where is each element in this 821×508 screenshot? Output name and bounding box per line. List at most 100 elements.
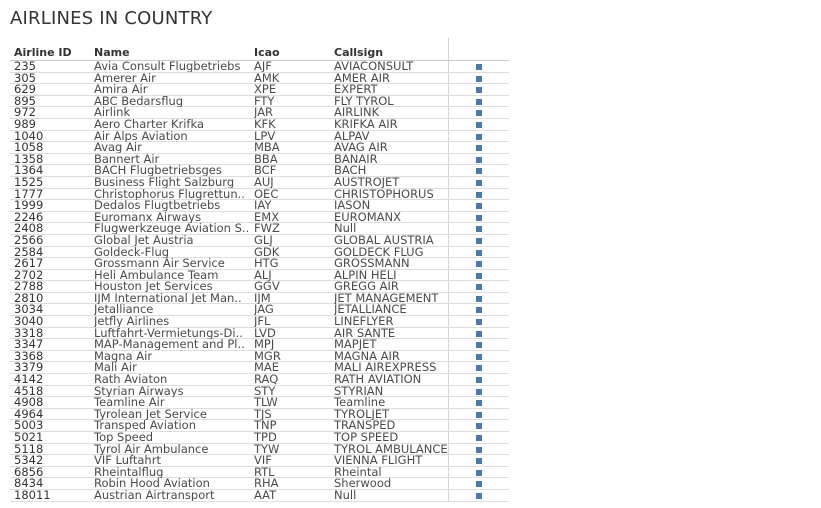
table-row[interactable]: 2702 Heli Ambulance Team ALJ ALPIN HELI <box>10 269 509 282</box>
table-row[interactable]: 3347 MAP-Management and Pl.. MPJ MAPJET <box>10 339 509 351</box>
table-row[interactable]: 1040 Air Alps Aviation LPV ALPAV <box>10 130 509 143</box>
square-mark-icon[interactable] <box>476 156 482 163</box>
square-mark-icon[interactable] <box>476 481 482 488</box>
square-mark-icon[interactable] <box>476 400 482 407</box>
table-row[interactable]: 629 Amira Air XPE EXPERT <box>10 84 509 96</box>
square-mark-icon[interactable] <box>476 492 482 499</box>
table-row[interactable]: 895 ABC Bedarsflug FTY FLY TYROL <box>10 95 509 108</box>
table-row[interactable]: 1358 Bannert Air BBA BANAIR <box>10 153 509 166</box>
table-row[interactable]: 4908 Teamline Air TLW Teamline <box>10 397 509 409</box>
table-row[interactable]: 5118 Tyrol Air Ambulance TYW TYROL AMBULANC… <box>10 443 509 456</box>
square-mark-icon[interactable] <box>476 319 482 326</box>
table-row[interactable]: 8434 Robin Hood Aviation RHA Sherwood <box>10 478 509 490</box>
table-row[interactable]: 305 Amerer Air AMK AMER AIR <box>10 72 509 85</box>
airline-name-cell: Heli Ambulance Team <box>94 269 219 281</box>
table-row[interactable]: 4142 Rath Aviaton RAQ RATH AVIATION <box>10 374 509 386</box>
mark-cell <box>448 304 510 316</box>
square-mark-icon[interactable] <box>476 411 482 418</box>
square-mark-icon[interactable] <box>476 469 482 476</box>
icao-cell: AJF <box>254 61 272 72</box>
square-mark-icon[interactable] <box>476 272 482 279</box>
square-mark-icon[interactable] <box>476 295 482 302</box>
table-row[interactable]: 2788 Houston Jet Services GGV GREGG AIR <box>10 281 509 293</box>
column-header-callsign[interactable]: Callsign <box>334 46 384 59</box>
square-mark-icon[interactable] <box>476 353 482 360</box>
square-mark-icon[interactable] <box>476 330 482 337</box>
square-mark-icon[interactable] <box>476 191 482 198</box>
table-row[interactable]: 1525 Business Flight Salzburg AUJ AUSTROJET <box>10 176 509 189</box>
table-row[interactable]: 3318 Luftfahrt-Vermietungs-Di.. LVD AIR SAN… <box>10 327 509 340</box>
square-mark-icon[interactable] <box>476 388 482 395</box>
table-row[interactable]: 2584 Goldeck-Flug GDK GOLDECK FLUG <box>10 246 509 259</box>
airline-id-cell: 2408 <box>14 223 44 235</box>
column-header-airline-id[interactable]: Airline ID <box>14 46 72 59</box>
table-row[interactable]: 2566 Global Jet Austria GLJ GLOBAL AUSTRIA <box>10 234 509 247</box>
table-row[interactable]: 2810 IJM International Jet Man.. IJM JET MA… <box>10 292 509 305</box>
square-mark-icon[interactable] <box>476 87 482 94</box>
icao-cell: HTG <box>254 258 279 270</box>
table-row[interactable]: 2246 Euromanx Airways EMX EUROMANX <box>10 211 510 224</box>
callsign-cell: Sherwood <box>334 478 392 490</box>
table-row[interactable]: 2617 Grossmann Air Service HTG GROSSMANN <box>10 258 509 270</box>
table-row[interactable]: 972 Airlink JAR AIRLINK <box>10 107 509 119</box>
table-row[interactable]: 5342 VIF Luftahrt VIF VIENNA FLIGHT <box>10 455 509 467</box>
callsign-cell: EXPERT <box>334 84 378 96</box>
square-mark-icon[interactable] <box>476 284 482 291</box>
icao-cell: JFL <box>254 316 271 328</box>
table-row[interactable]: 18011 Austrian Airtransport AAT Null <box>10 489 509 502</box>
table-row[interactable]: 1058 Avag Air MBA AVAG AIR <box>10 142 509 154</box>
airline-id-cell: 3040 <box>14 316 44 328</box>
square-mark-icon[interactable] <box>476 121 482 128</box>
square-mark-icon[interactable] <box>476 179 482 186</box>
square-mark-icon[interactable] <box>476 237 482 244</box>
table-row[interactable]: 1777 Christophorus Flugrettun.. OEC CHRISTO… <box>10 188 509 201</box>
table-row[interactable]: 5003 Transped Aviation TNP TRANSPED <box>10 420 509 432</box>
square-mark-icon[interactable] <box>476 214 482 221</box>
mark-cell <box>448 316 510 327</box>
square-mark-icon[interactable] <box>476 342 482 349</box>
table-row[interactable]: 1364 BACH Flugbetriebsges BCF BACH <box>10 165 509 177</box>
square-mark-icon[interactable] <box>476 458 482 465</box>
table-row[interactable]: 235 Avia Consult Flugbetriebs AJF AVIACONSU… <box>10 61 509 73</box>
square-mark-icon[interactable] <box>476 261 482 268</box>
square-mark-icon[interactable] <box>476 98 482 105</box>
airline-id-cell: 2810 <box>14 292 44 304</box>
column-header-name[interactable]: Name <box>94 46 130 59</box>
table-row[interactable]: 4964 Tyrolean Jet Service TJS TYROLJET <box>10 408 509 421</box>
airline-id-cell: 2246 <box>14 211 44 223</box>
square-mark-icon[interactable] <box>476 145 482 152</box>
table-row[interactable]: 3040 Jetfly Airlines JFL LINEFLYER <box>10 316 509 328</box>
airline-id-cell: 5003 <box>14 420 44 432</box>
table-row[interactable]: 5021 Top Speed TPD TOP SPEED <box>10 432 509 444</box>
column-header-icao[interactable]: Icao <box>254 46 280 59</box>
square-mark-icon[interactable] <box>476 365 482 372</box>
table-row[interactable]: 989 Aero Charter Krifka KFK KRIFKA AIR <box>10 118 509 131</box>
table-row[interactable]: 4518 Styrian Airways STY STYRIAN <box>10 385 509 398</box>
square-mark-icon[interactable] <box>476 168 482 175</box>
table-row[interactable]: 3379 Mali Air MAE MALI AIREXPRESS <box>10 362 509 375</box>
square-mark-icon[interactable] <box>476 64 482 70</box>
table-row[interactable]: 3368 Magna Air MGR MAGNA AIR <box>10 350 509 363</box>
icao-cell: TYW <box>254 443 280 455</box>
table-row[interactable]: 3034 Jetalliance JAG JETALLIANCE <box>10 304 510 317</box>
table-row[interactable]: 2408 Flugwerkzeuge Aviation S.. FWZ Null <box>10 223 509 235</box>
table-row[interactable]: 6856 Rheintalflug RTL Rheintal <box>10 466 509 479</box>
airline-id-cell: 18011 <box>14 489 51 501</box>
square-mark-icon[interactable] <box>476 226 482 233</box>
square-mark-icon[interactable] <box>476 423 482 430</box>
square-mark-icon[interactable] <box>476 307 482 314</box>
airline-name-cell: Transped Aviation <box>94 420 196 432</box>
square-mark-icon[interactable] <box>476 377 482 384</box>
table-row[interactable]: 1999 Dedalos Flugtbetriebs IAY IASON <box>10 200 509 212</box>
icao-cell: GLJ <box>254 234 273 246</box>
square-mark-icon[interactable] <box>476 203 482 210</box>
square-mark-icon[interactable] <box>476 435 482 441</box>
mark-cell <box>448 211 510 223</box>
square-mark-icon[interactable] <box>476 133 482 140</box>
square-mark-icon[interactable] <box>476 75 482 82</box>
table-body: 235 Avia Consult Flugbetriebs AJF AVIACONSU… <box>10 61 509 502</box>
square-mark-icon[interactable] <box>476 249 482 256</box>
square-mark-icon[interactable] <box>476 110 482 117</box>
square-mark-icon[interactable] <box>476 446 482 453</box>
icao-cell: TNP <box>254 420 277 432</box>
